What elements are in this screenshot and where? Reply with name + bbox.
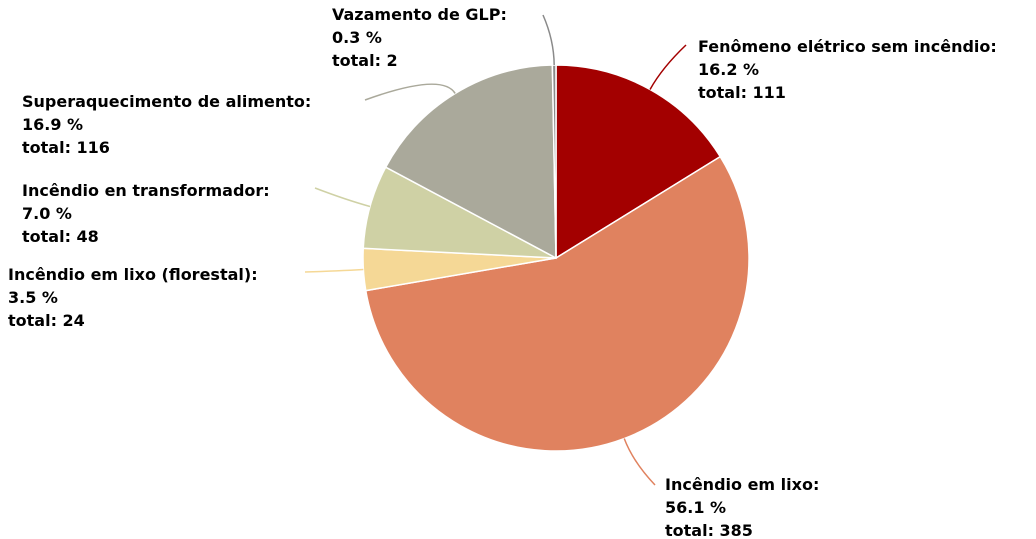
slice-percent: 7.0 % <box>22 204 72 223</box>
slice-label: Fenômeno elétrico sem incêndio: <box>698 37 997 56</box>
slice-total: total: 385 <box>665 521 753 539</box>
slice-label: Vazamento de GLP: <box>332 5 507 24</box>
slice-label: Superaquecimento de alimento: <box>22 92 311 111</box>
slice-total: total: 48 <box>22 227 99 246</box>
pie-slice <box>555 64 722 260</box>
slice-percent: 16.9 % <box>22 115 83 134</box>
slice-total: total: 116 <box>22 138 110 157</box>
slice-label: Incêndio em lixo: <box>665 475 819 494</box>
pie-slice <box>364 155 750 452</box>
slice-percent: 56.1 % <box>665 498 726 517</box>
leader-line <box>314 187 371 208</box>
slice-percent: 16.2 % <box>698 60 759 79</box>
pie-slice <box>384 64 557 260</box>
slice-percent: 3.5 % <box>8 288 58 307</box>
leader-line <box>364 83 456 101</box>
leader-line <box>304 268 364 273</box>
slice-label: Incêndio em lixo (florestal): <box>8 265 258 284</box>
leader-line <box>542 14 555 66</box>
slice-total: total: 24 <box>8 311 85 330</box>
leader-line <box>649 44 687 90</box>
slice-total: total: 111 <box>698 83 786 102</box>
slice-percent: 0.3 % <box>332 28 382 47</box>
leader-line <box>623 438 656 486</box>
slice-label: Incêndio en transformador: <box>22 181 270 200</box>
slice-total: total: 2 <box>332 51 398 70</box>
